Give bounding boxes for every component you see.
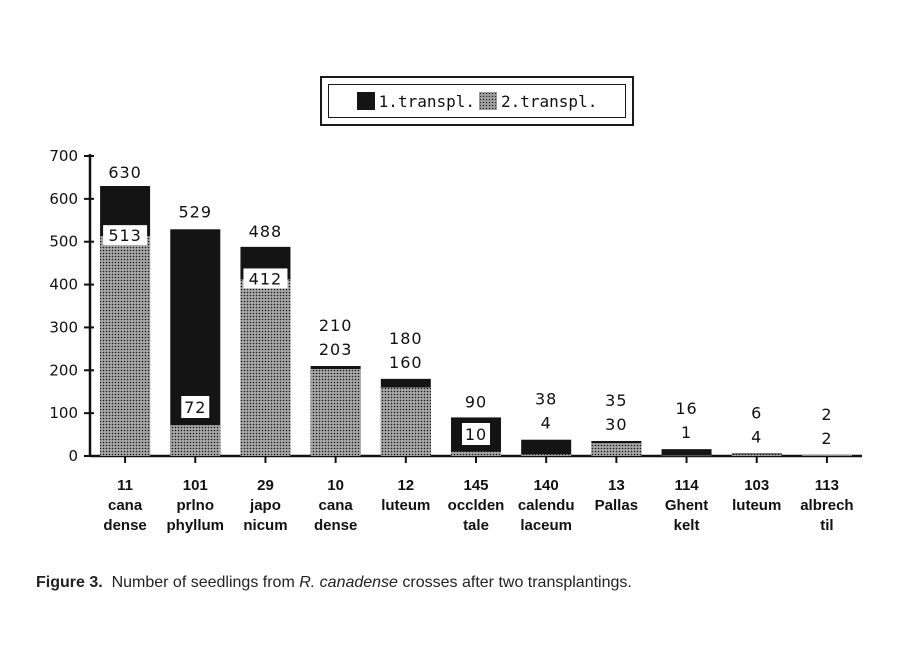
- x-category-label: til: [820, 517, 833, 534]
- value-label-1: 16: [675, 399, 697, 418]
- value-label-1: 210: [319, 316, 353, 335]
- value-label-2: 203: [319, 340, 353, 359]
- x-category-label: 11: [117, 477, 133, 494]
- value-label-1: 630: [108, 163, 142, 182]
- value-label-1: 488: [249, 222, 283, 241]
- x-category-label: luteum: [732, 497, 781, 514]
- x-category-label: 113: [815, 477, 839, 494]
- x-category-label: 10: [327, 477, 344, 494]
- x-category-label: 140: [534, 477, 559, 494]
- x-category-label: 103: [744, 477, 769, 494]
- value-label-2: 4: [751, 427, 762, 446]
- y-tick-label: 700: [49, 147, 78, 165]
- value-label-1: 90: [465, 392, 487, 411]
- value-label-2: 2: [821, 429, 832, 448]
- x-category-label: 13: [608, 477, 625, 494]
- bar-transplant-1: [521, 439, 572, 456]
- value-label-1: 38: [535, 390, 557, 409]
- value-label-box: [181, 396, 210, 418]
- legend-label-1: 1.transpl.: [378, 91, 475, 111]
- bar-transplant-2: [170, 425, 221, 456]
- y-tick-label: 200: [49, 361, 78, 379]
- value-label-box: [103, 225, 148, 246]
- y-tick-label: 300: [49, 318, 78, 336]
- bar-transplant-2: [240, 279, 291, 456]
- bar-transplant-2: [100, 236, 151, 456]
- bar-transplant-1: [661, 449, 712, 456]
- x-category-label: japo: [249, 497, 281, 514]
- bar-transplant-2: [661, 455, 712, 457]
- legend-swatch-2: [479, 92, 497, 110]
- legend-swatch-1: [356, 92, 375, 110]
- bar-transplant-2: [591, 443, 642, 456]
- legend-label-2: 2.transpl.: [501, 91, 598, 111]
- x-category-label: Pallas: [595, 497, 638, 514]
- y-tick-label: 0: [68, 447, 78, 465]
- x-category-label: kelt: [674, 517, 700, 534]
- value-label-2: 30: [605, 415, 627, 434]
- x-category-label: Ghent: [665, 497, 708, 514]
- x-category-label: laceum: [520, 517, 572, 534]
- bar-transplant-2: [731, 454, 782, 456]
- y-tick-label: 100: [49, 404, 78, 422]
- value-label-1: 180: [389, 329, 423, 348]
- chart-legend: 1.transpl. 2.transpl.: [320, 76, 634, 126]
- caption-text-pre: Number of seedlings from: [111, 574, 295, 591]
- caption-text-post: crosses after two transplantings.: [402, 574, 632, 591]
- bar-transplant-2: [310, 369, 361, 456]
- caption-species: R. canadense: [299, 574, 398, 591]
- x-category-label: cana: [108, 497, 143, 514]
- value-label-2: 513: [108, 226, 142, 245]
- bar-transplant-2: [801, 455, 852, 456]
- caption-label: Figure 3.: [36, 574, 103, 591]
- x-category-label: 12: [397, 477, 414, 494]
- bar-transplant-1: [170, 229, 221, 456]
- value-label-2: 72: [184, 398, 206, 417]
- x-category-label: nicum: [243, 517, 287, 534]
- x-category-label: 101: [183, 477, 208, 494]
- x-category-label: occlden: [448, 497, 505, 514]
- x-category-label: dense: [103, 517, 146, 534]
- x-category-label: 145: [463, 477, 488, 494]
- value-label-box: [462, 423, 490, 445]
- x-category-label: luteum: [381, 497, 430, 514]
- x-category-label: tale: [463, 517, 489, 534]
- bar-transplant-2: [521, 454, 572, 456]
- bar-chart: 010020030040050060070063051311canadense5…: [49, 147, 862, 534]
- value-label-1: 35: [605, 391, 627, 410]
- value-label-2: 160: [389, 353, 423, 372]
- value-label-1: 6: [751, 403, 762, 422]
- value-label-2: 1: [681, 423, 692, 442]
- value-label-2: 4: [541, 414, 552, 433]
- x-category-label: calendu: [518, 497, 575, 514]
- x-category-label: phyllum: [167, 517, 225, 534]
- y-tick-label: 500: [49, 233, 78, 251]
- y-tick-label: 400: [49, 276, 78, 294]
- x-category-label: prlno: [177, 497, 215, 514]
- x-category-label: 29: [257, 477, 274, 494]
- figure-caption: Figure 3. Number of seedlings from R. ca…: [36, 574, 632, 592]
- x-category-label: cana: [319, 497, 354, 514]
- x-category-label: albrech: [800, 497, 853, 514]
- x-category-label: 114: [674, 477, 699, 494]
- value-label-1: 529: [178, 202, 212, 221]
- value-label-1: 2: [821, 405, 832, 424]
- bar-transplant-2: [380, 387, 431, 456]
- value-label-2: 412: [249, 269, 283, 288]
- value-label-2: 10: [465, 425, 487, 444]
- value-label-box: [243, 268, 288, 289]
- y-tick-label: 600: [49, 190, 78, 208]
- x-category-label: dense: [314, 517, 357, 534]
- bar-transplant-2: [451, 451, 501, 456]
